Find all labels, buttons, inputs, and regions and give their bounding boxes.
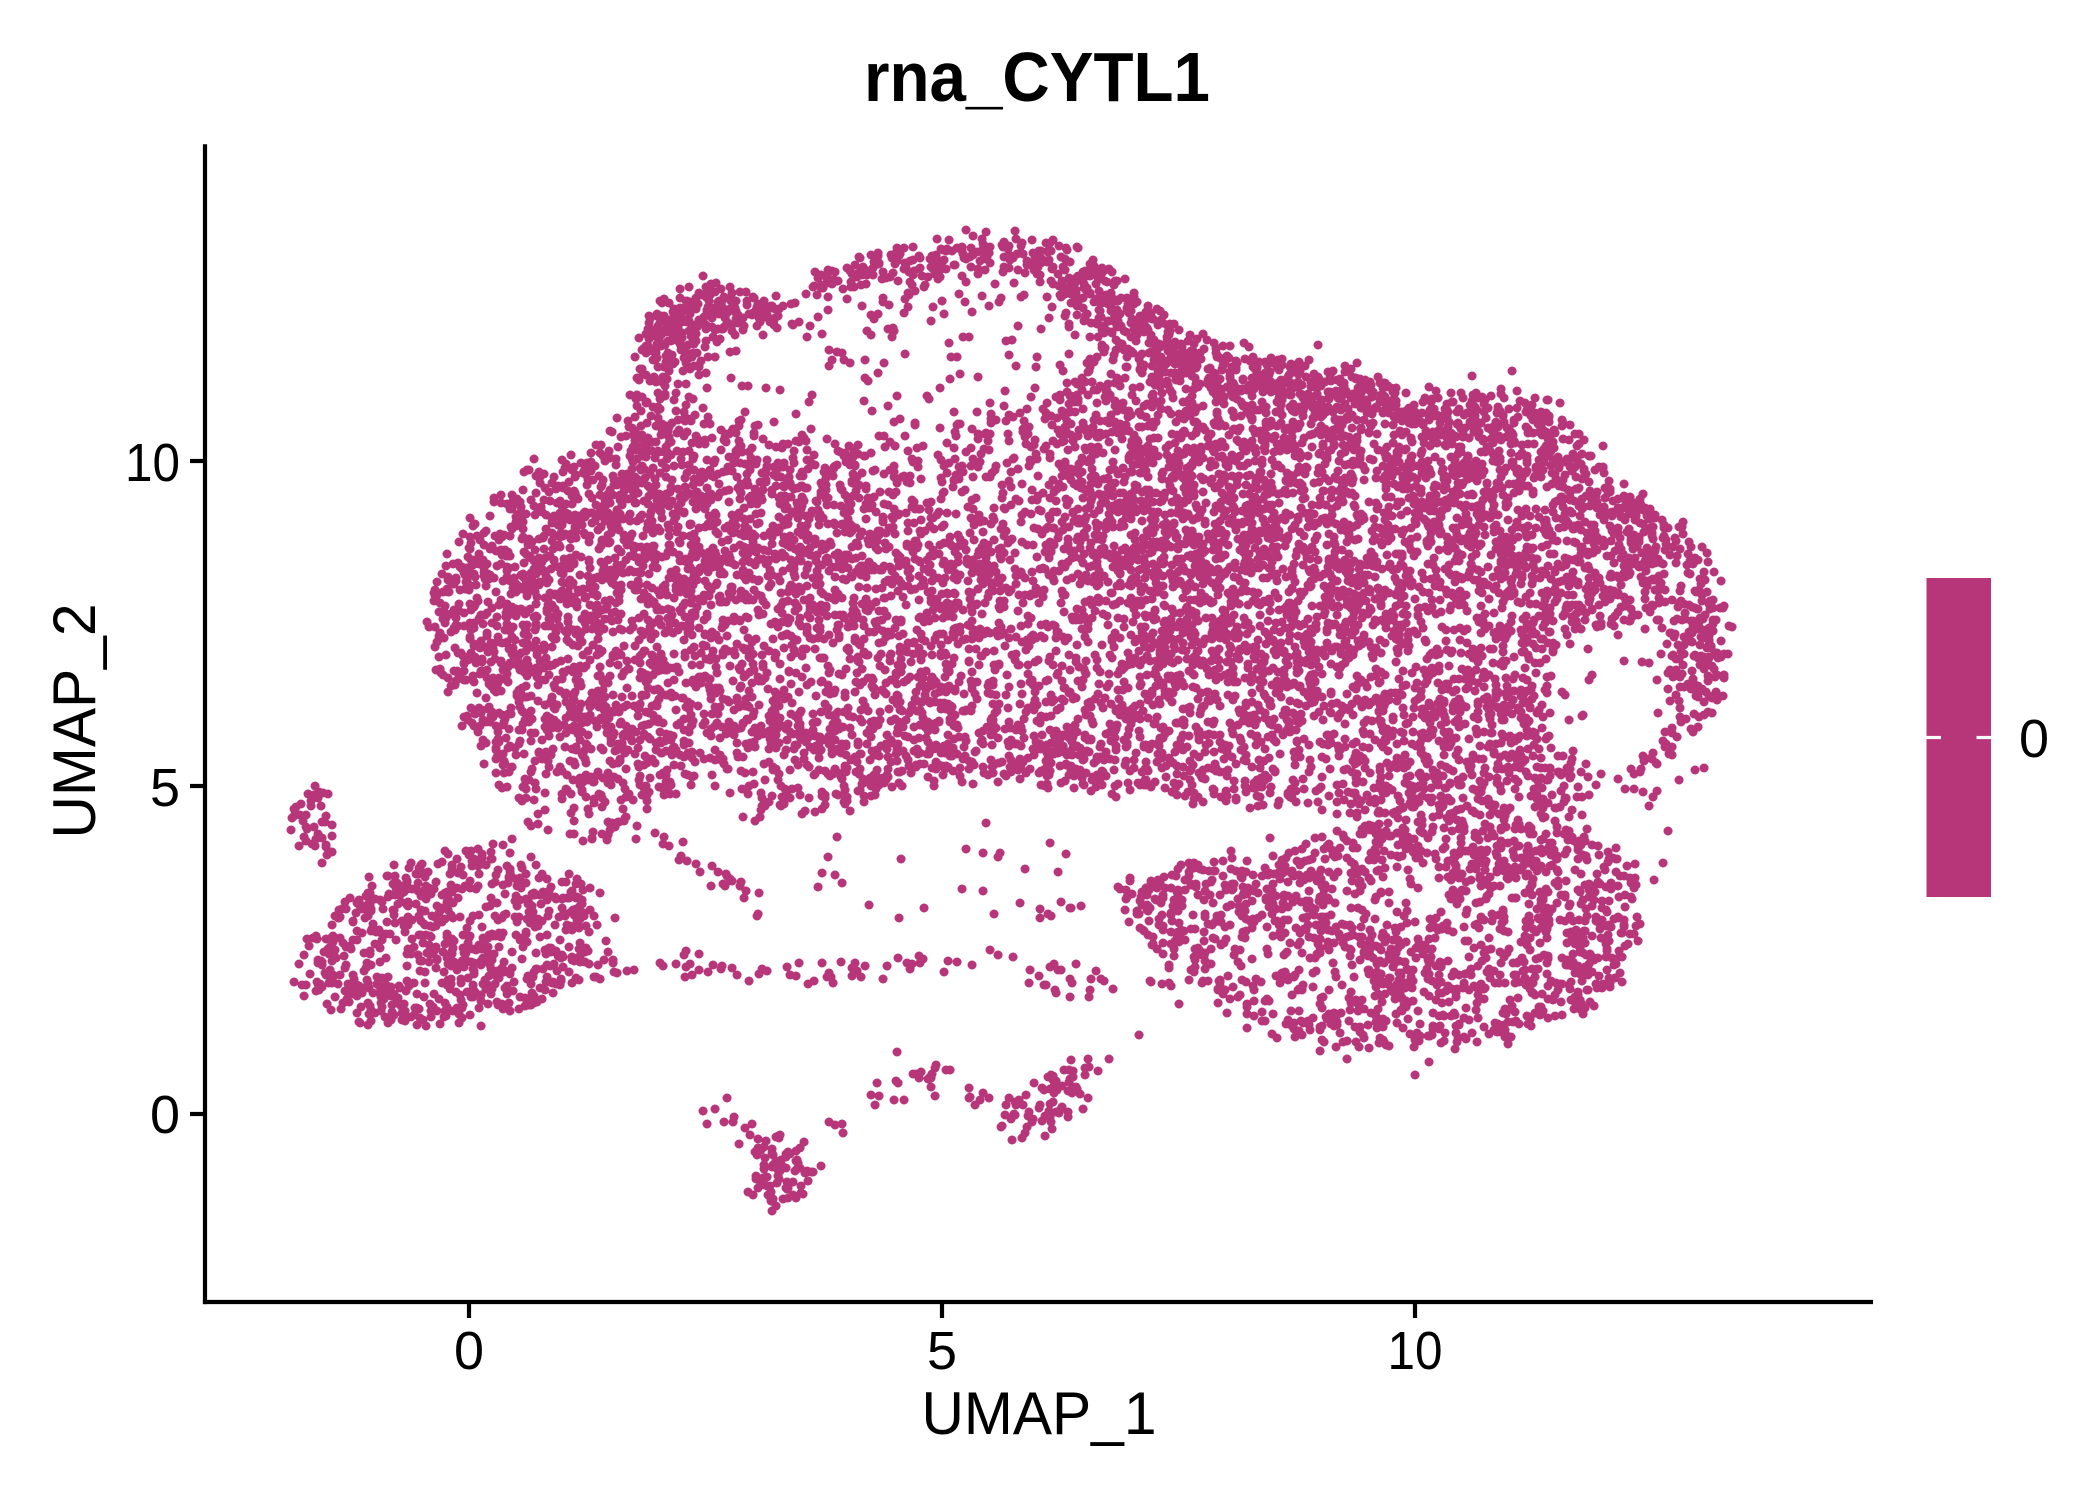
svg-text:0: 0	[2019, 709, 2049, 769]
svg-text:10: 10	[125, 433, 180, 493]
svg-text:5: 5	[150, 758, 180, 818]
svg-text:rna_CYTL1: rna_CYTL1	[864, 38, 1210, 116]
svg-text:10: 10	[1388, 1321, 1443, 1381]
svg-text:UMAP_1: UMAP_1	[922, 1380, 1157, 1447]
svg-text:0: 0	[150, 1085, 180, 1145]
svg-text:5: 5	[927, 1321, 957, 1381]
svg-text:UMAP_2: UMAP_2	[41, 604, 108, 839]
svg-text:0: 0	[454, 1321, 484, 1381]
